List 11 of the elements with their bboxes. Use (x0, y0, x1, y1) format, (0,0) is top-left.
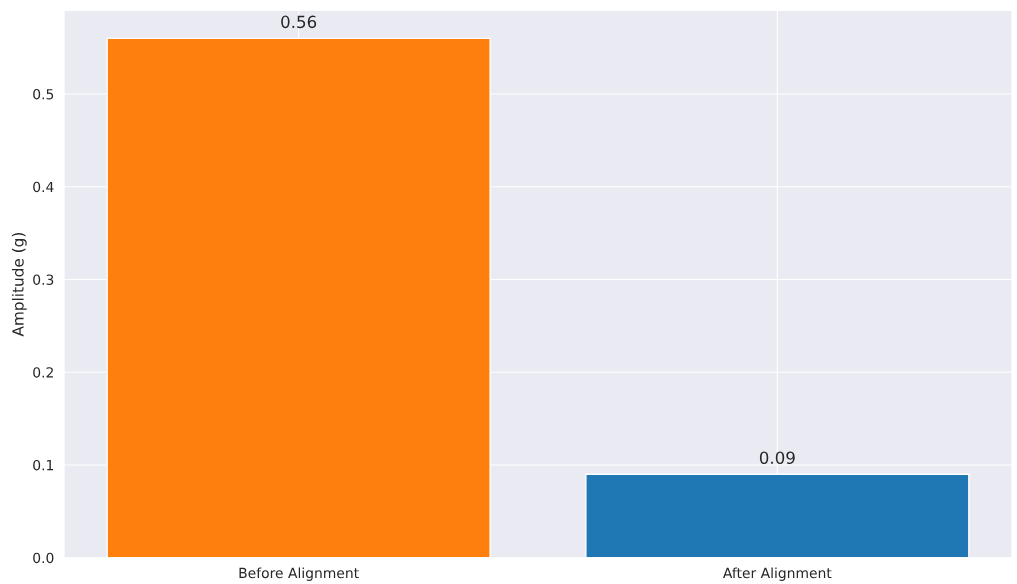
y-tick-label: 0.1 (33, 459, 54, 471)
y-tick-label: 0.2 (33, 367, 53, 378)
y-tick-label: 0.0 (33, 552, 54, 564)
y-tick-label: 0.3 (33, 274, 54, 285)
x-tick-label: Before Alignment (239, 567, 359, 581)
y-tick-label: 0.5 (33, 88, 54, 100)
y-tick-label: 0.4 (33, 181, 54, 193)
y-axis-title: Amplitude (g) (11, 233, 27, 337)
data-label: 0.56 (281, 15, 317, 29)
x-tick-label: After Alignment (723, 567, 832, 581)
data-label: 0.09 (759, 451, 795, 465)
